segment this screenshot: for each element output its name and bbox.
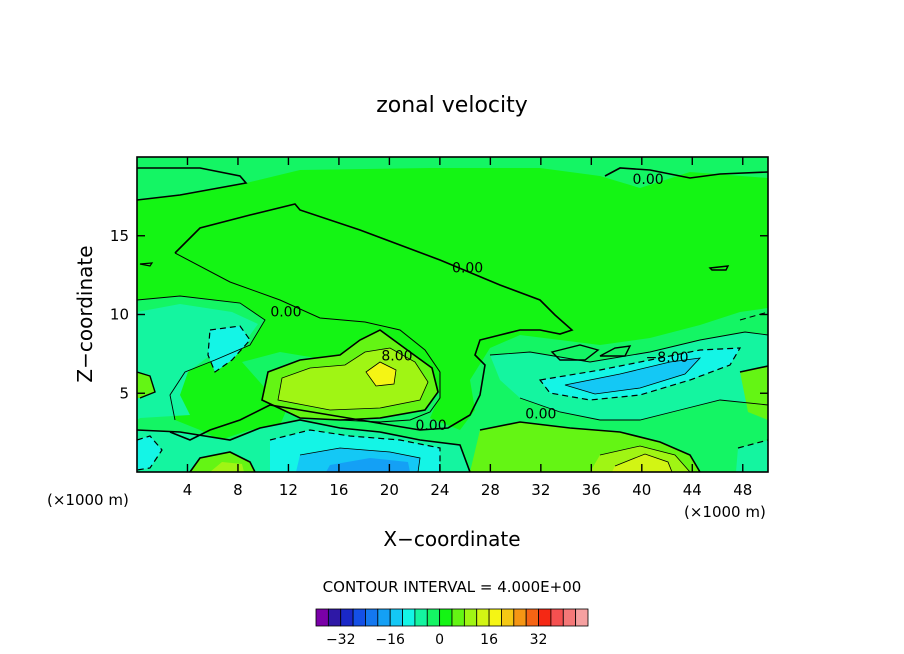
colorbar-tick-label: 0 [435,632,444,648]
x-tick-label: 12 [279,481,298,499]
colorbar-swatch [327,608,342,627]
x-tick-label: 36 [582,481,601,499]
colorbar-swatch [414,608,428,627]
colorbar-swatch [562,608,577,627]
contour-label: 8.00 [381,348,412,364]
colorbar-tick-label: 32 [530,632,548,648]
bottom-left-negative-patch [137,436,162,470]
contour-label: 0.00 [270,304,301,320]
y-tick-label: 10 [110,306,129,324]
colorbar-swatch [352,608,366,627]
x-unit-left: (×1000 m) [47,491,129,509]
contour-labels: 0.00 0.00 0.00 8.00 −8.00 0.00 0.00 [270,172,688,434]
x-tick-label: 44 [683,481,702,499]
colorbar-tick-label: 16 [480,632,498,648]
colorbar-swatch [426,608,441,627]
colorbar-swatch [476,608,490,627]
x-tick-label: 20 [380,481,399,499]
colorbar-swatch [463,608,478,627]
contour-label: 0.00 [525,407,556,423]
contour-label: 0.00 [633,172,664,188]
y-axis-label: Z−coordinate [73,245,97,382]
colorbar-swatch [439,608,453,627]
x-tick-label: 32 [531,481,550,499]
colorbar-tick-label: −32 [326,632,356,648]
y-tick-label: 5 [119,384,129,402]
center-positive-8-region [278,348,428,410]
contour-interval-note: CONTOUR INTERVAL = 4.000E+00 [323,578,582,596]
center-positive-16-core [366,362,396,386]
x-axis-label: X−coordinate [383,527,520,551]
top-band-negative [137,157,768,200]
contour-lines [137,167,768,472]
colorbar-swatch [575,608,589,627]
x-tick-label: 28 [481,481,500,499]
colorbar-swatch [377,608,391,627]
colorbar-swatch [525,608,539,627]
colorbar: −32 −16 0 16 32 [315,608,589,648]
x-tick-label: 48 [733,481,752,499]
colorbar-swatch [365,608,379,627]
colorbar-swatch [538,608,552,627]
y-tick-label: 15 [110,227,129,245]
colorbar-swatch [501,608,515,627]
colorbar-swatch [451,608,465,627]
x-tick-label: 4 [183,481,193,499]
x-tick-label: 24 [430,481,449,499]
colorbar-swatch [402,608,416,627]
colorbar-swatch [315,608,329,627]
colorbar-swatch [488,608,502,627]
colorbar-swatch [340,608,354,627]
contour-label: 0.00 [415,418,446,434]
left-negative-16-patch [208,326,250,372]
contour-label: −8.00 [646,350,689,366]
colorbar-swatch [389,608,403,627]
colorbar-tick-label: −16 [375,632,405,648]
colorbar-swatch [513,608,527,627]
x-tick-label: 40 [632,481,651,499]
colorbar-swatch [550,608,564,627]
x-unit-right: (×1000 m) [684,503,766,521]
right-negative-20-core [565,358,700,394]
chart-title: zonal velocity [376,93,528,118]
contour-label: 0.00 [452,260,483,276]
x-tick-label: 8 [233,481,243,499]
x-tick-label: 16 [329,481,348,499]
